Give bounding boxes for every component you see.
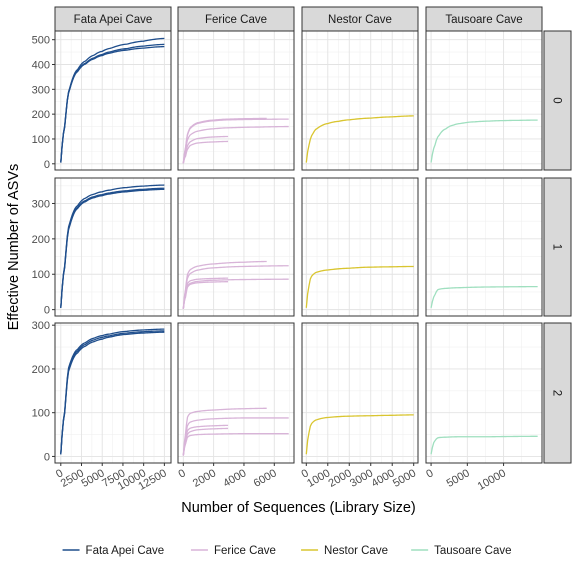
series-line bbox=[182, 278, 289, 310]
y-tick-label: 100 bbox=[32, 134, 50, 146]
series-line bbox=[60, 328, 165, 455]
x-tick-label: 6000 bbox=[252, 467, 279, 490]
series-line bbox=[305, 414, 414, 455]
facet-strip-label: Nestor Cave bbox=[328, 14, 392, 26]
x-axis-title: Number of Sequences (Library Size) bbox=[181, 500, 416, 516]
panel-background bbox=[55, 323, 171, 463]
panel-border bbox=[301, 322, 419, 464]
y-tick-label: 300 bbox=[32, 198, 50, 210]
facet-strip bbox=[543, 322, 572, 464]
legend-label: Nestor Cave bbox=[324, 545, 388, 557]
series-line bbox=[182, 265, 289, 309]
series-line bbox=[182, 140, 229, 164]
panel-border bbox=[54, 322, 172, 464]
facet-strip bbox=[425, 6, 543, 32]
x-tick-label: 0 bbox=[177, 467, 188, 480]
facet-strip-label: 0 bbox=[551, 97, 563, 103]
series-line bbox=[182, 277, 229, 309]
panel-border bbox=[177, 322, 295, 464]
panel-background bbox=[178, 323, 294, 463]
y-tick-label: 100 bbox=[32, 408, 50, 420]
panel-background bbox=[55, 178, 171, 316]
y-tick-label: 200 bbox=[32, 234, 50, 246]
x-tick-label: 10000 bbox=[476, 467, 508, 493]
series-line bbox=[182, 433, 289, 456]
panel-background bbox=[426, 31, 542, 170]
facet-strip bbox=[543, 30, 572, 171]
x-tick-label: 0 bbox=[299, 467, 310, 480]
y-tick-label: 200 bbox=[32, 109, 50, 121]
series-line bbox=[182, 281, 229, 310]
y-tick-label: 0 bbox=[44, 159, 50, 171]
facet-strip-label: 1 bbox=[551, 244, 563, 250]
facet-strip bbox=[301, 6, 419, 32]
x-tick-label: 0 bbox=[424, 467, 435, 480]
panel-border bbox=[425, 177, 543, 317]
facet-strip-label: Tausoare Cave bbox=[445, 14, 522, 26]
series-line bbox=[305, 265, 414, 308]
y-axis-title: Effective Number of ASVs bbox=[6, 164, 22, 331]
y-tick-label: 300 bbox=[32, 320, 50, 332]
legend-label: Ferice Cave bbox=[214, 545, 276, 557]
series-line bbox=[182, 417, 289, 456]
panel-background bbox=[426, 178, 542, 316]
series-line bbox=[60, 184, 165, 308]
y-tick-label: 500 bbox=[32, 35, 50, 47]
x-tick-label: 5000 bbox=[391, 467, 418, 490]
y-tick-label: 100 bbox=[32, 269, 50, 281]
facet-strip-label: Fata Apei Cave bbox=[74, 14, 153, 26]
panel-border bbox=[301, 177, 419, 317]
series-line bbox=[182, 407, 267, 456]
panel-background bbox=[178, 178, 294, 316]
legend-label: Tausoare Cave bbox=[434, 545, 511, 557]
x-tick-label: 5000 bbox=[445, 467, 472, 490]
series-line bbox=[182, 118, 289, 164]
facet-strip bbox=[54, 6, 172, 32]
panel-border bbox=[54, 177, 172, 317]
y-tick-label: 0 bbox=[44, 305, 50, 317]
y-tick-label: 300 bbox=[32, 84, 50, 96]
facet-strip bbox=[177, 6, 295, 32]
series-line bbox=[60, 330, 165, 455]
series-line bbox=[430, 285, 538, 308]
panel-background bbox=[55, 31, 171, 170]
series-line bbox=[60, 37, 165, 163]
series-line bbox=[182, 424, 229, 456]
facet-strip-label: 2 bbox=[551, 390, 563, 396]
series-line bbox=[60, 43, 165, 163]
x-tick-label: 4000 bbox=[221, 467, 248, 490]
series-line bbox=[182, 135, 229, 164]
facet-strip-label: Ferice Cave bbox=[205, 14, 267, 26]
series-line bbox=[182, 260, 267, 309]
series-line bbox=[305, 115, 414, 163]
legend-label: Fata Apei Cave bbox=[86, 545, 165, 557]
y-tick-label: 200 bbox=[32, 364, 50, 376]
series-line bbox=[430, 119, 538, 163]
series-line bbox=[60, 331, 165, 455]
x-tick-label: 0 bbox=[54, 467, 65, 480]
series-line bbox=[182, 427, 229, 456]
panel-border bbox=[425, 322, 543, 464]
y-tick-label: 400 bbox=[32, 60, 50, 72]
series-line bbox=[182, 117, 267, 164]
panel-background bbox=[426, 323, 542, 463]
x-tick-label: 2000 bbox=[191, 467, 218, 490]
y-tick-label: 0 bbox=[44, 451, 50, 463]
series-line bbox=[430, 435, 538, 455]
facet-strip bbox=[543, 177, 572, 317]
series-line bbox=[60, 188, 165, 308]
series-line bbox=[60, 187, 165, 308]
panel-border bbox=[177, 177, 295, 317]
series-line bbox=[182, 125, 289, 164]
